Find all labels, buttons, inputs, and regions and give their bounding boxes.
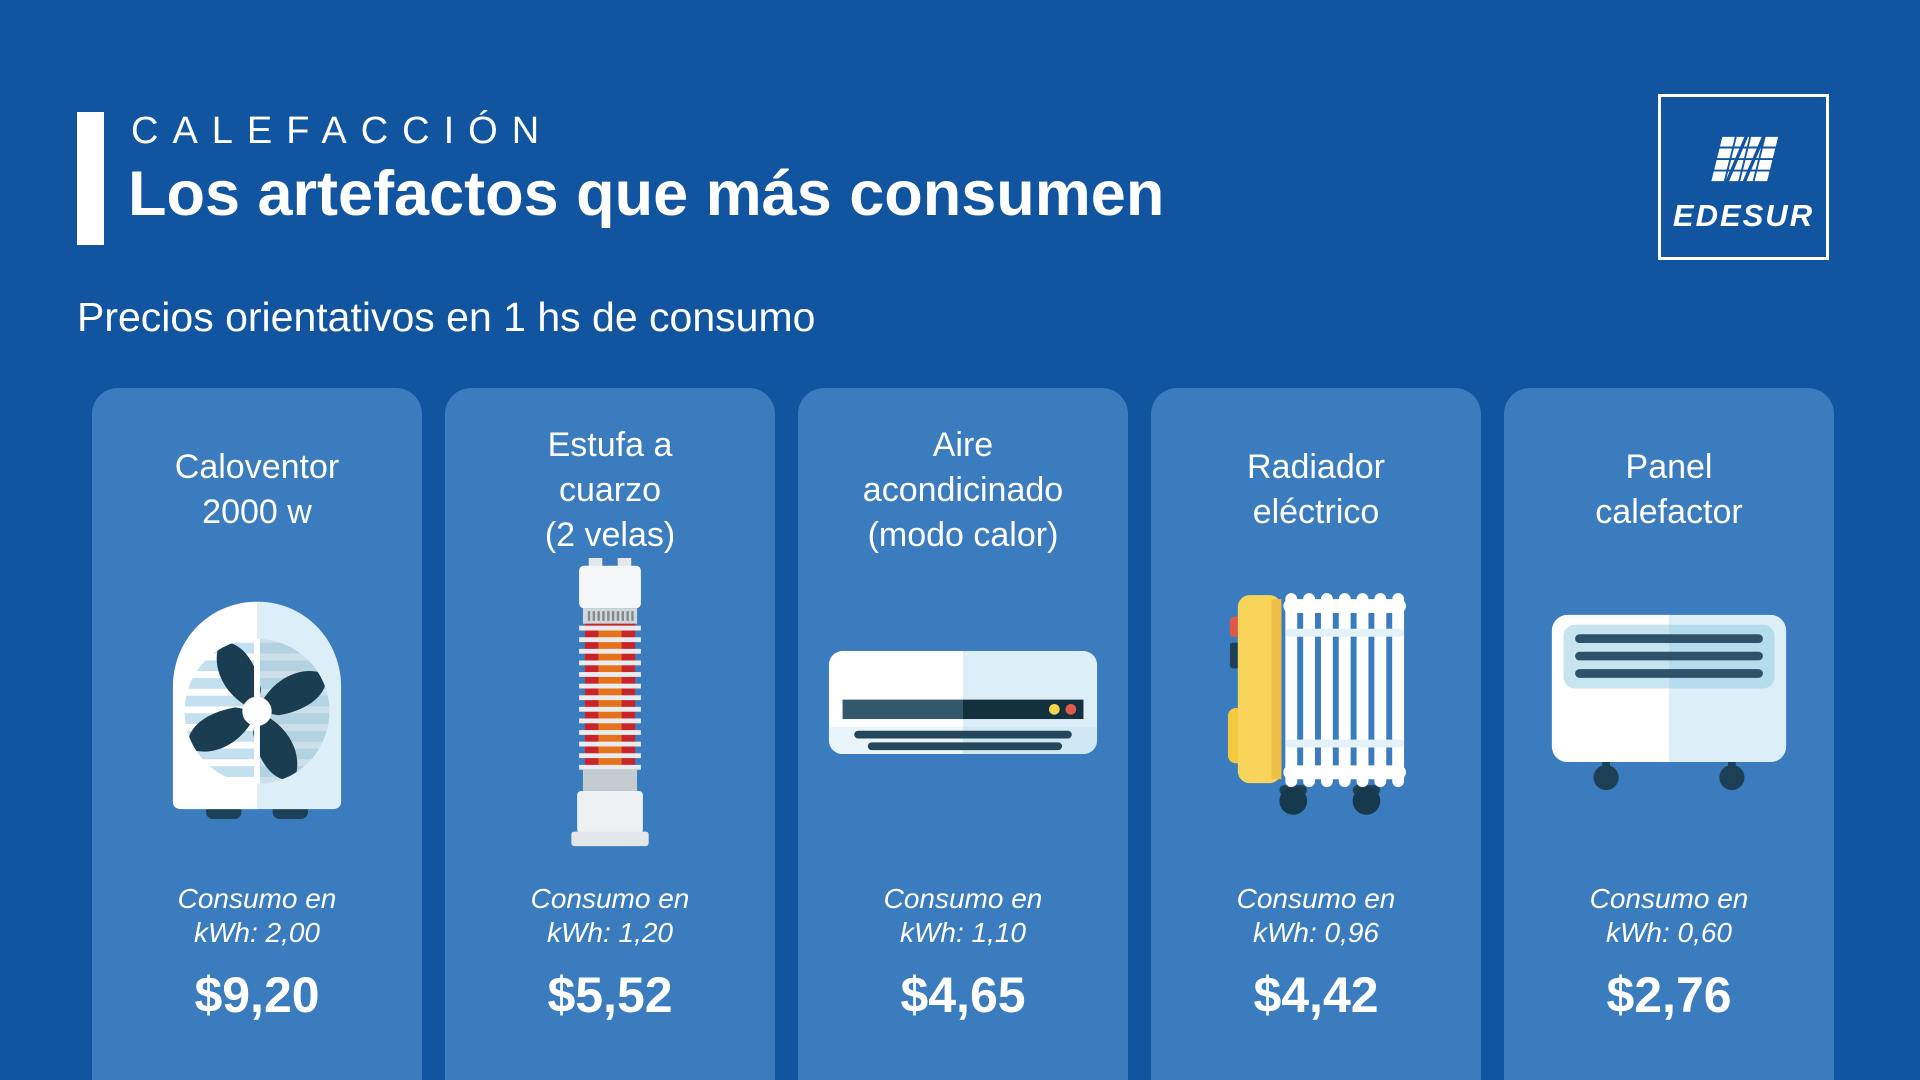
icon-box [552, 558, 668, 848]
card-title: Panel calefactor [1595, 448, 1743, 531]
price: $2,76 [1606, 967, 1732, 1023]
logo-brand-text: EDESUR [1672, 198, 1815, 233]
card-title: Estufa a cuarzo (2 velas) [544, 425, 676, 554]
appliance-card-caloventor: Caloventor 2000 w [92, 388, 422, 1080]
price: $4,65 [900, 967, 1026, 1023]
price: $9,20 [194, 967, 320, 1023]
quartz-heater-icon [571, 558, 649, 847]
title-accent-bar [77, 112, 104, 245]
card-title: Radiador eléctrico [1247, 448, 1385, 531]
air-conditioner-icon [828, 650, 1098, 754]
panel-heater-icon [1551, 614, 1787, 791]
page-title: Los artefactos que más consumen [128, 159, 1165, 229]
appliance-cards-row: Caloventor 2000 w [92, 388, 1834, 1080]
consumption-value: kWh: 1,20 [546, 917, 674, 948]
category-kicker: CALEFACCIÓN [131, 110, 554, 152]
appliance-card-aire-acondicionado: Aire acondicinado (modo calor) [798, 388, 1128, 1080]
icon-box [827, 558, 1099, 848]
consumption-text: Consumo en kWh: 0,96 [1237, 882, 1396, 950]
consumption-text: Consumo en kWh: 0,60 [1590, 882, 1749, 950]
fan-heater-icon [172, 601, 342, 819]
consumption-label: Consumo en [530, 883, 690, 914]
consumption-value: kWh: 0,96 [1252, 917, 1380, 948]
electric-radiator-icon [1227, 593, 1407, 815]
price: $4,42 [1253, 967, 1379, 1023]
consumption-label: Consumo en [1589, 883, 1749, 914]
icon-box [1548, 558, 1790, 848]
card-title: Aire acondicinado (modo calor) [862, 425, 1064, 554]
card-title: Caloventor 2000 w [174, 448, 340, 531]
appliance-card-radiador: Radiador eléctrico [1151, 388, 1481, 1080]
consumption-value: kWh: 1,10 [899, 917, 1027, 948]
appliance-card-panel-calefactor: Panel calefactor [1504, 388, 1834, 1080]
consumption-text: Consumo en kWh: 1,20 [531, 882, 690, 950]
consumption-label: Consumo en [1236, 883, 1396, 914]
icon-box [159, 558, 355, 848]
consumption-label: Consumo en [177, 883, 337, 914]
consumption-value: kWh: 2,00 [193, 917, 321, 948]
consumption-label: Consumo en [883, 883, 1043, 914]
edesur-grid-mark-icon [1710, 132, 1778, 188]
consumption-value: kWh: 0,60 [1605, 917, 1733, 948]
icon-box [1222, 558, 1410, 848]
price: $5,52 [547, 967, 673, 1023]
page-subtitle: Precios orientativos en 1 hs de consumo [77, 294, 816, 340]
edesur-logo-box: EDESUR [1658, 94, 1829, 260]
appliance-card-estufa-cuarzo: Estufa a cuarzo (2 velas) [445, 388, 775, 1080]
consumption-text: Consumo en kWh: 1,10 [884, 882, 1043, 950]
consumption-text: Consumo en kWh: 2,00 [178, 882, 337, 950]
